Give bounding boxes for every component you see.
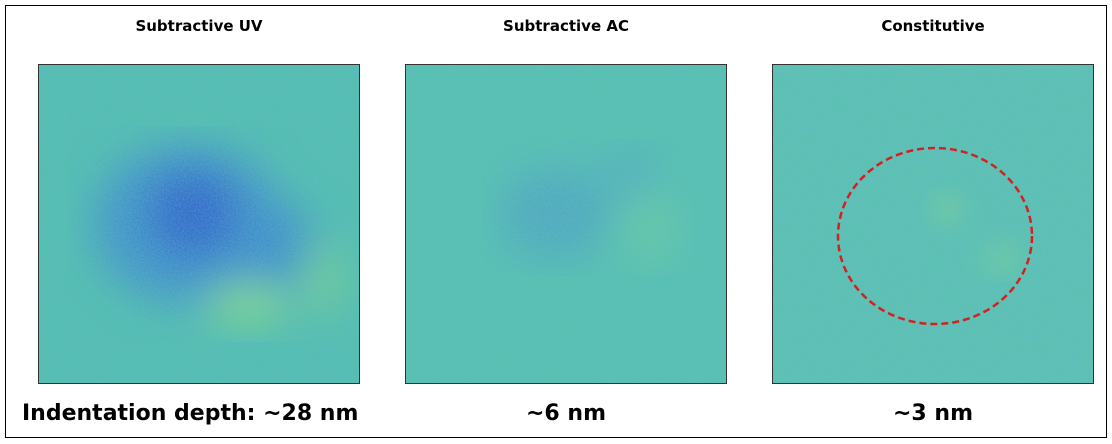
panel-caption: ~3 nm bbox=[893, 401, 973, 426]
panel: Subtractive UV Indentation depth: ~28 nm bbox=[22, 17, 360, 426]
highlight-circle bbox=[836, 146, 1034, 326]
panel: Constitutive ~3 nm bbox=[772, 17, 1094, 426]
heatmap bbox=[772, 64, 1094, 384]
heatmap bbox=[38, 64, 360, 384]
panel: Subtractive AC ~6 nm bbox=[405, 17, 727, 426]
panel-title: Constitutive bbox=[881, 17, 984, 35]
panel-caption: ~6 nm bbox=[526, 401, 606, 426]
panel-title: Subtractive AC bbox=[503, 17, 629, 35]
panel-caption: Indentation depth: ~28 nm bbox=[22, 401, 358, 426]
frame bbox=[5, 5, 1107, 438]
heatmap bbox=[405, 64, 727, 384]
panel-title: Subtractive UV bbox=[135, 17, 262, 35]
